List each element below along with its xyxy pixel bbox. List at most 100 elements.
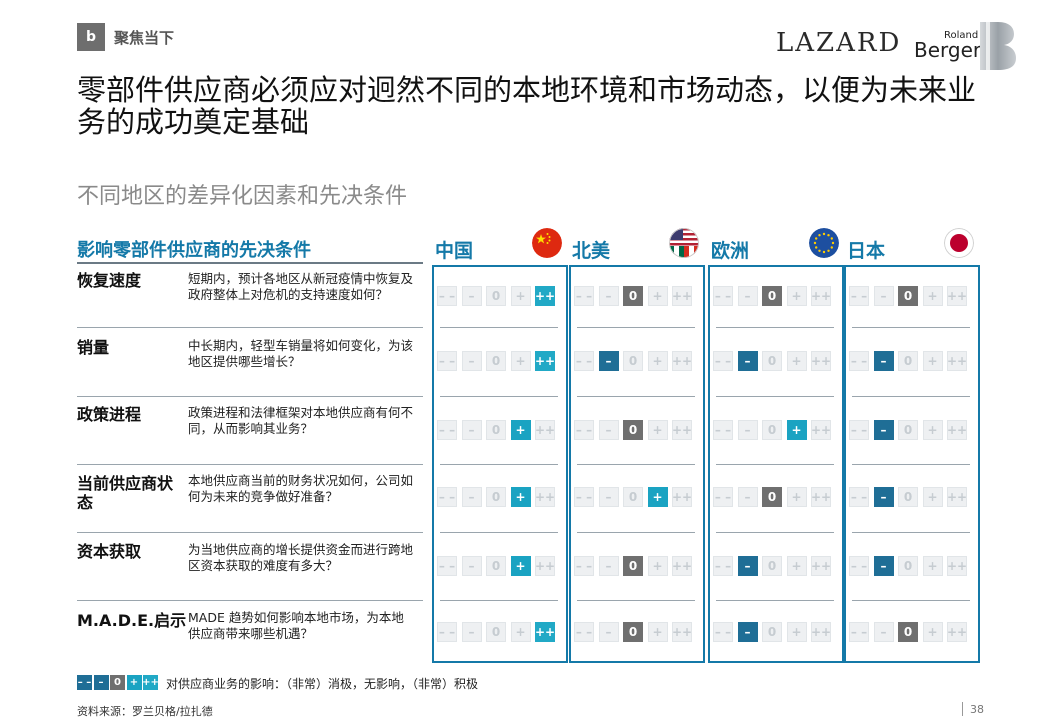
section-badge: b [77, 23, 105, 51]
row-desc-capital-access: 为当地供应商的增长提供资金而进行跨地区资本获取的难度有多大？ [188, 542, 414, 573]
row-label-recovery-speed: 恢复速度 [77, 271, 142, 290]
rating-cell-very-negative: – – [574, 622, 594, 642]
roland-berger-logo: Berger [914, 38, 982, 62]
usa-mexico-canada-flag-icon [669, 228, 699, 258]
region-header-china: 中国 [435, 240, 474, 262]
rating-cell-negative: – [461, 351, 482, 371]
rating-cell-neutral: 0 [762, 622, 782, 642]
rating-cell-neutral: 0 [898, 556, 918, 576]
panel-row-divider [852, 532, 970, 533]
rating-cell-negative: – [873, 286, 894, 306]
legend-cell-negative: – [93, 675, 109, 690]
rating-cell-very-positive: ++ [672, 351, 692, 371]
eu-flag-icon [809, 228, 839, 258]
row-desc-policy-process: 政策进程和法律框架对本地供应商有何不同，从而影响其业务？ [188, 405, 414, 436]
rating-cell-very-positive: ++ [535, 556, 555, 576]
rating-cell-positive: + [647, 622, 668, 642]
panel-row-divider [577, 600, 695, 601]
rating-cell-neutral-active: 0 [898, 286, 918, 306]
rating-cell-negative: – [737, 487, 758, 507]
rating-cell-very-negative: – – [713, 420, 733, 440]
legend-text: 对供应商业务的影响：（非常）消极，无影响，（非常）积极 [166, 677, 479, 691]
rating-cell-very-positive-active: ++ [535, 286, 555, 306]
rating-cell-positive: + [786, 351, 807, 371]
rating-cell-negative-active: – [737, 556, 758, 576]
rating-cell-positive: + [786, 286, 807, 306]
page-number-divider [962, 702, 963, 716]
rating-cell-very-positive: ++ [811, 556, 831, 576]
rating-cell-very-positive: ++ [672, 622, 692, 642]
roland-berger-logo-small: Roland [944, 30, 979, 41]
rating-cell-very-negative: – – [574, 556, 594, 576]
rating-cell-negative-active: – [873, 420, 894, 440]
rating-cell-very-negative: – – [713, 487, 733, 507]
rating-cell-negative: – [598, 420, 619, 440]
rating-cell-very-positive: ++ [672, 286, 692, 306]
row-desc-made-implications: MADE 趋势如何影响本地市场，为本地供应商带来哪些机遇？ [188, 610, 404, 641]
rating-cell-negative: – [737, 286, 758, 306]
rating-cell-very-negative: – – [437, 622, 457, 642]
row-label-made-implications: M.A.D.E.启示 [77, 611, 187, 630]
panel-row-divider [716, 532, 834, 533]
source-note: 资料来源：罗兰贝格/拉扎德 [77, 705, 213, 718]
rating-cell-very-negative: – – [437, 420, 457, 440]
rating-cell-negative-active: – [737, 351, 758, 371]
rating-cell-positive-active: + [510, 420, 531, 440]
rating-cell-positive-active: + [647, 487, 668, 507]
rating-cell-neutral-active: 0 [623, 286, 643, 306]
rating-cell-very-positive: ++ [672, 556, 692, 576]
row-divider [77, 327, 423, 328]
rating-cell-negative-active: – [873, 487, 894, 507]
rating-cell-very-positive: ++ [947, 351, 967, 371]
header-divider [77, 262, 423, 264]
japan-flag-icon [944, 228, 974, 258]
rating-cell-positive: + [647, 286, 668, 306]
page-title: 零部件供应商必须应对迥然不同的本地环境和市场动态，以便为未来业务的成功奠定基础 [77, 73, 977, 139]
rating-cell-positive-active: + [510, 487, 531, 507]
rating-cell-positive: + [922, 487, 943, 507]
panel-row-divider [440, 396, 558, 397]
rating-cell-very-negative: – – [713, 351, 733, 371]
rating-cell-neutral-active: 0 [623, 420, 643, 440]
rating-cell-positive: + [786, 487, 807, 507]
rating-cell-very-positive: ++ [947, 487, 967, 507]
rating-cell-very-negative: – – [849, 556, 869, 576]
rating-cell-neutral: 0 [486, 286, 506, 306]
rating-cell-negative-active: – [873, 556, 894, 576]
rating-cell-negative: – [737, 420, 758, 440]
rating-cell-very-positive: ++ [535, 420, 555, 440]
panel-row-divider [716, 600, 834, 601]
rating-cell-negative: – [598, 622, 619, 642]
row-divider [77, 600, 423, 601]
rating-cell-neutral: 0 [762, 420, 782, 440]
legend-cell-very-positive: ++ [142, 675, 159, 690]
rating-cell-neutral: 0 [898, 487, 918, 507]
panel-row-divider [440, 464, 558, 465]
region-header-japan: 日本 [847, 240, 886, 262]
panel-row-divider [852, 464, 970, 465]
panel-row-divider [577, 327, 695, 328]
rating-cell-very-negative: – – [713, 622, 733, 642]
rating-cell-positive-active: + [786, 420, 807, 440]
panel-row-divider [577, 532, 695, 533]
rating-cell-very-positive: ++ [672, 487, 692, 507]
rating-cell-very-positive: ++ [947, 622, 967, 642]
rating-cell-negative-active: – [873, 351, 894, 371]
region-header-north-america: 北美 [572, 240, 611, 262]
rating-cell-very-positive: ++ [811, 286, 831, 306]
lazard-logo: LAZARD [776, 28, 902, 58]
rating-cell-negative: – [598, 556, 619, 576]
row-desc-sales-volume: 中长期内，轻型车销量将如何变化，为该地区提供哪些增长？ [188, 338, 414, 369]
rating-cell-very-negative: – – [574, 286, 594, 306]
panel-row-divider [852, 600, 970, 601]
rating-cell-positive: + [922, 556, 943, 576]
rating-cell-very-negative: – – [849, 286, 869, 306]
panel-row-divider [716, 396, 834, 397]
row-divider [77, 464, 423, 465]
rating-cell-very-positive: ++ [947, 286, 967, 306]
rating-cell-neutral: 0 [898, 351, 918, 371]
rating-cell-very-positive: ++ [811, 622, 831, 642]
page-number: 38 [970, 703, 984, 716]
rating-cell-very-negative: – – [574, 420, 594, 440]
panel-row-divider [852, 396, 970, 397]
